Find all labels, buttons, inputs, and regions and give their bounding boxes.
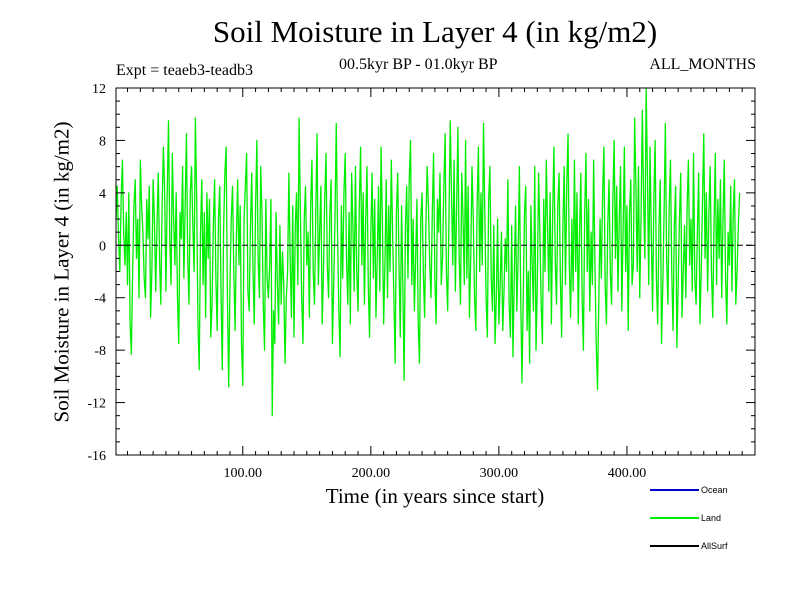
y-tick-label: -4 — [94, 292, 106, 307]
x-tick-label: 200.00 — [352, 466, 391, 481]
data-layer — [115, 87, 741, 417]
y-tick-label: 4 — [99, 187, 106, 202]
x-axis-label: Time (in years since start) — [325, 484, 545, 508]
period-label: 00.5kyr BP - 01.0kyr BP — [339, 56, 498, 73]
y-tick-label: 8 — [99, 134, 106, 149]
legend-label-allsurf: AllSurf — [701, 541, 728, 551]
x-tick-label: 400.00 — [608, 466, 647, 481]
y-tick-label: -16 — [87, 449, 106, 464]
legend: Ocean Land AllSurf — [650, 485, 728, 551]
legend-label-land: Land — [701, 513, 721, 523]
y-tick-label: -12 — [87, 397, 106, 412]
y-tick-label: -8 — [94, 344, 106, 359]
legend-label-ocean: Ocean — [701, 485, 728, 495]
chart-title: Soil Moisture in Layer 4 (in kg/m2) — [212, 14, 658, 49]
months-label: ALL_MONTHS — [649, 56, 756, 73]
plot-frame — [115, 87, 756, 456]
experiment-label: Expt = teaeb3-teadb3 — [116, 62, 253, 79]
y-tick-label: 12 — [92, 82, 106, 97]
series-line-land — [115, 87, 741, 417]
axis-ticks: -16 -12 -8 -4 0 4 8 12 100.00 200.00 300.00 400.00 — [87, 82, 755, 481]
y-tick-label: 0 — [99, 239, 106, 254]
x-tick-label: 100.00 — [224, 466, 263, 481]
x-tick-label: 300.00 — [480, 466, 519, 481]
